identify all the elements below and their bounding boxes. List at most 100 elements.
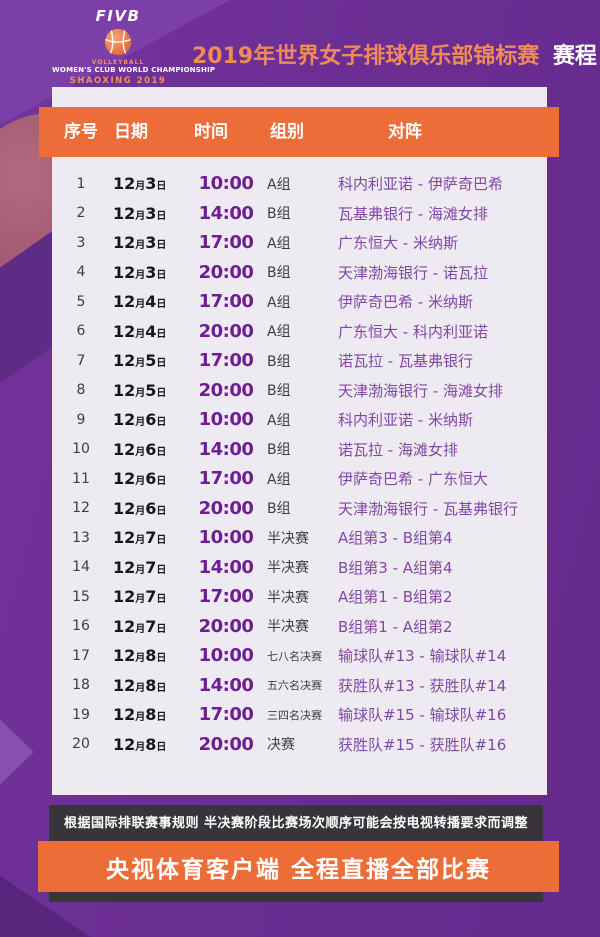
volleyball-label: VOLLEYBALL: [91, 59, 145, 66]
row-match: B组第3 - A组第4: [338, 558, 453, 577]
row-group: B组: [267, 206, 291, 223]
table-row: 2 12月3日 14:00 B组 瓦基弗银行 - 海滩女排: [52, 199, 547, 229]
row-date-month: 12: [113, 734, 136, 754]
row-time: 20:00: [198, 379, 254, 401]
row-date-month-unit: 月: [135, 594, 146, 606]
table-row: 4 12月3日 20:00 B组 天津渤海银行 - 诺瓦拉: [52, 258, 547, 288]
row-group: 半决赛: [267, 589, 309, 606]
row-time: 10:00: [198, 409, 254, 431]
row-date-month-unit: 月: [135, 623, 146, 635]
row-date-month: 12: [113, 321, 136, 341]
row-no: 12: [72, 500, 90, 517]
row-date-day: 7: [145, 616, 157, 636]
row-time: 20:00: [198, 497, 254, 519]
row-time: 10:00: [198, 173, 254, 195]
row-date-month-unit: 月: [135, 240, 146, 252]
row-date-day-unit: 日: [156, 535, 167, 547]
row-no: 14: [72, 559, 90, 576]
row-date-day: 5: [145, 380, 157, 400]
row-group: A组: [267, 324, 291, 341]
row-date-month-unit: 月: [135, 269, 146, 281]
row-date-month: 12: [113, 646, 136, 666]
row-date-month: 12: [113, 380, 136, 400]
row-match: 天津渤海银行 - 瓦基弗银行: [338, 499, 518, 518]
row-date: 12月7日: [110, 617, 194, 636]
row-date-day: 4: [145, 321, 157, 341]
table-row: 19 12月8日 17:00 三四名决赛 输球队#15 - 输球队#16: [52, 700, 547, 730]
row-no: 17: [72, 647, 90, 664]
row-date-day-unit: 日: [156, 653, 167, 665]
row-date: 12月5日: [110, 351, 194, 370]
row-date-month: 12: [113, 498, 136, 518]
note-text: 根据国际排联赛事规则 半决赛阶段比赛场次顺序可能会按电视转播要求而调整: [63, 816, 529, 831]
row-time: 10:00: [198, 645, 254, 667]
row-no: 2: [76, 205, 86, 222]
column-header-match: 对阵: [388, 122, 422, 142]
row-date-month-unit: 月: [135, 741, 146, 753]
row-date-month-unit: 月: [135, 210, 146, 222]
row-date-day-unit: 日: [156, 358, 167, 370]
row-date: 12月7日: [110, 528, 194, 547]
table-row: 20 12月8日 20:00 决赛 获胜队#15 - 获胜队#16: [52, 730, 547, 760]
row-no: 11: [72, 470, 90, 487]
row-date-day: 6: [145, 498, 157, 518]
column-header-date: 日期: [114, 122, 148, 142]
row-date-month-unit: 月: [135, 181, 146, 193]
row-match: B组第1 - A组第2: [338, 617, 453, 636]
row-date: 12月4日: [110, 322, 194, 341]
row-match: A组第1 - B组第2: [338, 588, 453, 607]
row-date: 12月3日: [110, 233, 194, 252]
table-row: 10 12月6日 14:00 B组 诺瓦拉 - 海滩女排: [52, 435, 547, 465]
table-header: 序号 日期 时间 组别 对阵: [39, 107, 559, 157]
row-date-day: 8: [145, 646, 157, 666]
row-match: 伊萨奇巴希 - 广东恒大: [338, 470, 488, 489]
row-time: 14:00: [198, 202, 254, 224]
row-date-day-unit: 日: [156, 240, 167, 252]
row-date-day-unit: 日: [156, 387, 167, 399]
row-date-month: 12: [113, 616, 136, 636]
row-date-day-unit: 日: [156, 328, 167, 340]
row-no: 13: [72, 529, 90, 546]
table-row: 17 12月8日 10:00 七八名决赛 输球队#13 - 输球队#14: [52, 641, 547, 671]
row-date-day-unit: 日: [156, 623, 167, 635]
row-group: A组: [267, 294, 291, 311]
row-time: 14:00: [198, 674, 254, 696]
row-no: 20: [72, 736, 90, 753]
row-group: A组: [267, 471, 291, 488]
row-date-day-unit: 日: [156, 741, 167, 753]
row-date-month: 12: [113, 557, 136, 577]
row-date: 12月8日: [110, 735, 194, 754]
row-date-day: 3: [145, 262, 157, 282]
row-match: 瓦基弗银行 - 海滩女排: [338, 204, 488, 223]
fivb-wordmark: FIVB: [95, 7, 141, 25]
row-date-month: 12: [113, 351, 136, 371]
row-date-month-unit: 月: [135, 446, 146, 458]
row-date-day: 8: [145, 675, 157, 695]
row-no: 16: [72, 618, 90, 635]
column-header-group: 组别: [270, 122, 304, 142]
row-date-month: 12: [113, 292, 136, 312]
row-group: B组: [267, 501, 291, 518]
row-date-day: 3: [145, 233, 157, 253]
row-date-month-unit: 月: [135, 682, 146, 694]
row-group: 半决赛: [267, 619, 309, 636]
row-date: 12月3日: [110, 174, 194, 193]
row-match: 诺瓦拉 - 海滩女排: [338, 440, 458, 459]
row-date-day-unit: 日: [156, 299, 167, 311]
row-time: 20:00: [198, 615, 254, 637]
row-no: 15: [72, 588, 90, 605]
table-row: 13 12月7日 10:00 半决赛 A组第3 - B组第4: [52, 523, 547, 553]
row-time: 17:00: [198, 704, 254, 726]
row-date-month: 12: [113, 174, 136, 194]
row-date-month-unit: 月: [135, 299, 146, 311]
row-date: 12月6日: [110, 440, 194, 459]
row-date-day-unit: 日: [156, 594, 167, 606]
row-date-month: 12: [113, 410, 136, 430]
row-date-day-unit: 日: [156, 417, 167, 429]
row-date-month: 12: [113, 587, 136, 607]
table-row: 5 12月4日 17:00 A组 伊萨奇巴希 - 米纳斯: [52, 287, 547, 317]
row-date-day: 3: [145, 203, 157, 223]
row-date: 12月5日: [110, 381, 194, 400]
row-time: 17:00: [198, 350, 254, 372]
row-group: 七八名决赛: [267, 649, 322, 663]
